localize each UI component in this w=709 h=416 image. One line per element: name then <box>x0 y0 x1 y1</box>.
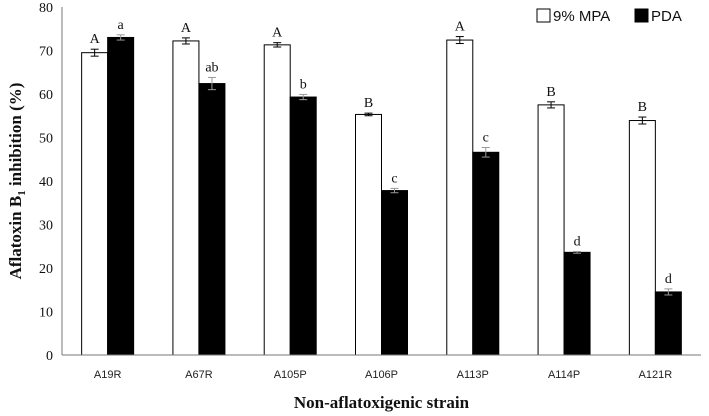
significance-labels: Aa Aab Ab Bc Ac Bd Bd <box>90 18 672 287</box>
bar <box>172 40 200 356</box>
bar <box>263 44 291 356</box>
x-tick-label: A67R <box>185 369 213 381</box>
bar <box>472 151 500 356</box>
bar <box>81 52 109 356</box>
x-tick-label: A105P <box>274 369 307 381</box>
x-tick-label: A19R <box>94 369 122 381</box>
significance-label: c <box>483 131 489 146</box>
x-tick-label: A121R <box>639 369 673 381</box>
y-tick-label: 20 <box>39 262 53 277</box>
y-tick-label: 70 <box>39 45 53 60</box>
bar <box>537 104 565 356</box>
bar <box>107 36 135 356</box>
y-axis-title-main: Aflatoxin B <box>6 196 25 280</box>
significance-label: ab <box>205 60 218 75</box>
bar <box>355 113 382 356</box>
x-tick-label: A114P <box>548 369 580 381</box>
x-axis-title: Non-aflatoxigenic strain <box>294 393 470 412</box>
significance-label: B <box>364 96 373 111</box>
significance-label: d <box>574 234 581 249</box>
y-axis-ticks: 0 10 20 30 40 50 60 70 80 <box>39 1 53 364</box>
error-bars <box>90 34 673 296</box>
significance-label: A <box>455 20 466 35</box>
significance-label: B <box>638 100 647 115</box>
significance-label: a <box>118 18 125 33</box>
legend-label-pda: PDA <box>651 8 682 25</box>
significance-label: B <box>546 85 555 100</box>
significance-label: A <box>90 32 101 47</box>
bar <box>381 190 408 356</box>
x-tick-label: A113P <box>457 369 489 381</box>
significance-label: A <box>272 26 283 41</box>
x-axis-tick-labels: A19R A67R A105P A106P A113P A114P A121R <box>94 369 672 381</box>
bar <box>563 251 591 356</box>
y-tick-label: 40 <box>39 175 53 190</box>
bar <box>289 96 317 356</box>
bar <box>628 120 656 356</box>
significance-label: d <box>665 272 672 287</box>
legend-label-mpa: 9% MPA <box>553 8 610 25</box>
y-tick-label: 80 <box>39 1 53 16</box>
bars <box>81 36 682 356</box>
y-tick-label: 10 <box>39 306 53 321</box>
bar <box>198 83 226 356</box>
y-tick-label: 60 <box>39 88 53 103</box>
y-axis-title-rest: inhibition (%) <box>6 83 25 191</box>
bar <box>446 39 474 356</box>
y-axis-title: Aflatoxin B1 inhibition (%) <box>6 83 28 280</box>
y-tick-label: 0 <box>46 349 53 364</box>
significance-label: A <box>181 21 192 36</box>
significance-label: c <box>391 171 397 186</box>
y-tick-label: 30 <box>39 219 53 234</box>
y-axis-title-subscript: 1 <box>16 190 28 196</box>
y-tick-label: 50 <box>39 132 53 147</box>
legend-swatch-pda <box>634 8 649 23</box>
legend-swatch-mpa <box>536 8 551 23</box>
bar <box>654 291 682 356</box>
x-tick-label: A106P <box>365 369 398 381</box>
significance-label: b <box>300 77 307 92</box>
legend: 9% MPA PDA <box>536 8 682 25</box>
